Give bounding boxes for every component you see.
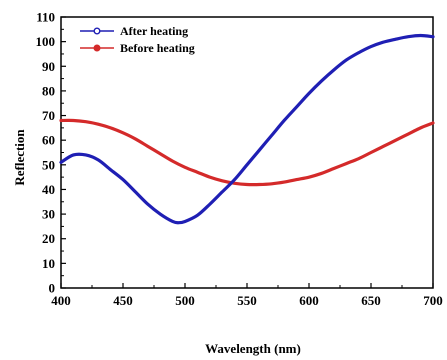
legend-label-after-heating: After heating: [120, 24, 188, 38]
legend: After heating Before heating: [80, 24, 195, 55]
y-tick-label: 100: [36, 34, 56, 49]
y-tick-label: 30: [42, 207, 55, 222]
legend-marker-before-heating: [93, 44, 101, 52]
series-line-after-heating: [59, 33, 435, 225]
y-tick-label: 80: [42, 83, 55, 98]
series-line-before-heating: [59, 118, 435, 187]
plot-frame: [60, 16, 434, 289]
y-tick-label: 0: [49, 281, 56, 296]
y-tick-label: 50: [42, 157, 55, 172]
y-tick-label: 70: [42, 108, 55, 123]
x-tick-label: 600: [299, 293, 319, 308]
y-axis-title: Reflection: [12, 129, 27, 186]
y-tick-label: 90: [42, 59, 55, 74]
y-tick-label: 40: [42, 182, 55, 197]
x-tick-label: 450: [113, 293, 133, 308]
x-axis-title: Wavelength (nm): [205, 341, 301, 356]
legend-marker-after-heating: [93, 27, 101, 35]
x-tick-label: 700: [423, 293, 443, 308]
legend-label-before-heating: Before heating: [120, 41, 195, 55]
y-tick-label: 60: [42, 133, 55, 148]
y-tick-label: 110: [36, 10, 55, 25]
y-tick-label: 10: [42, 256, 55, 271]
x-tick-label: 400: [51, 293, 71, 308]
y-tick-label: 20: [42, 231, 55, 246]
x-tick-label: 550: [237, 293, 257, 308]
x-tick-label: 500: [175, 293, 195, 308]
x-tick-label: 650: [361, 293, 381, 308]
